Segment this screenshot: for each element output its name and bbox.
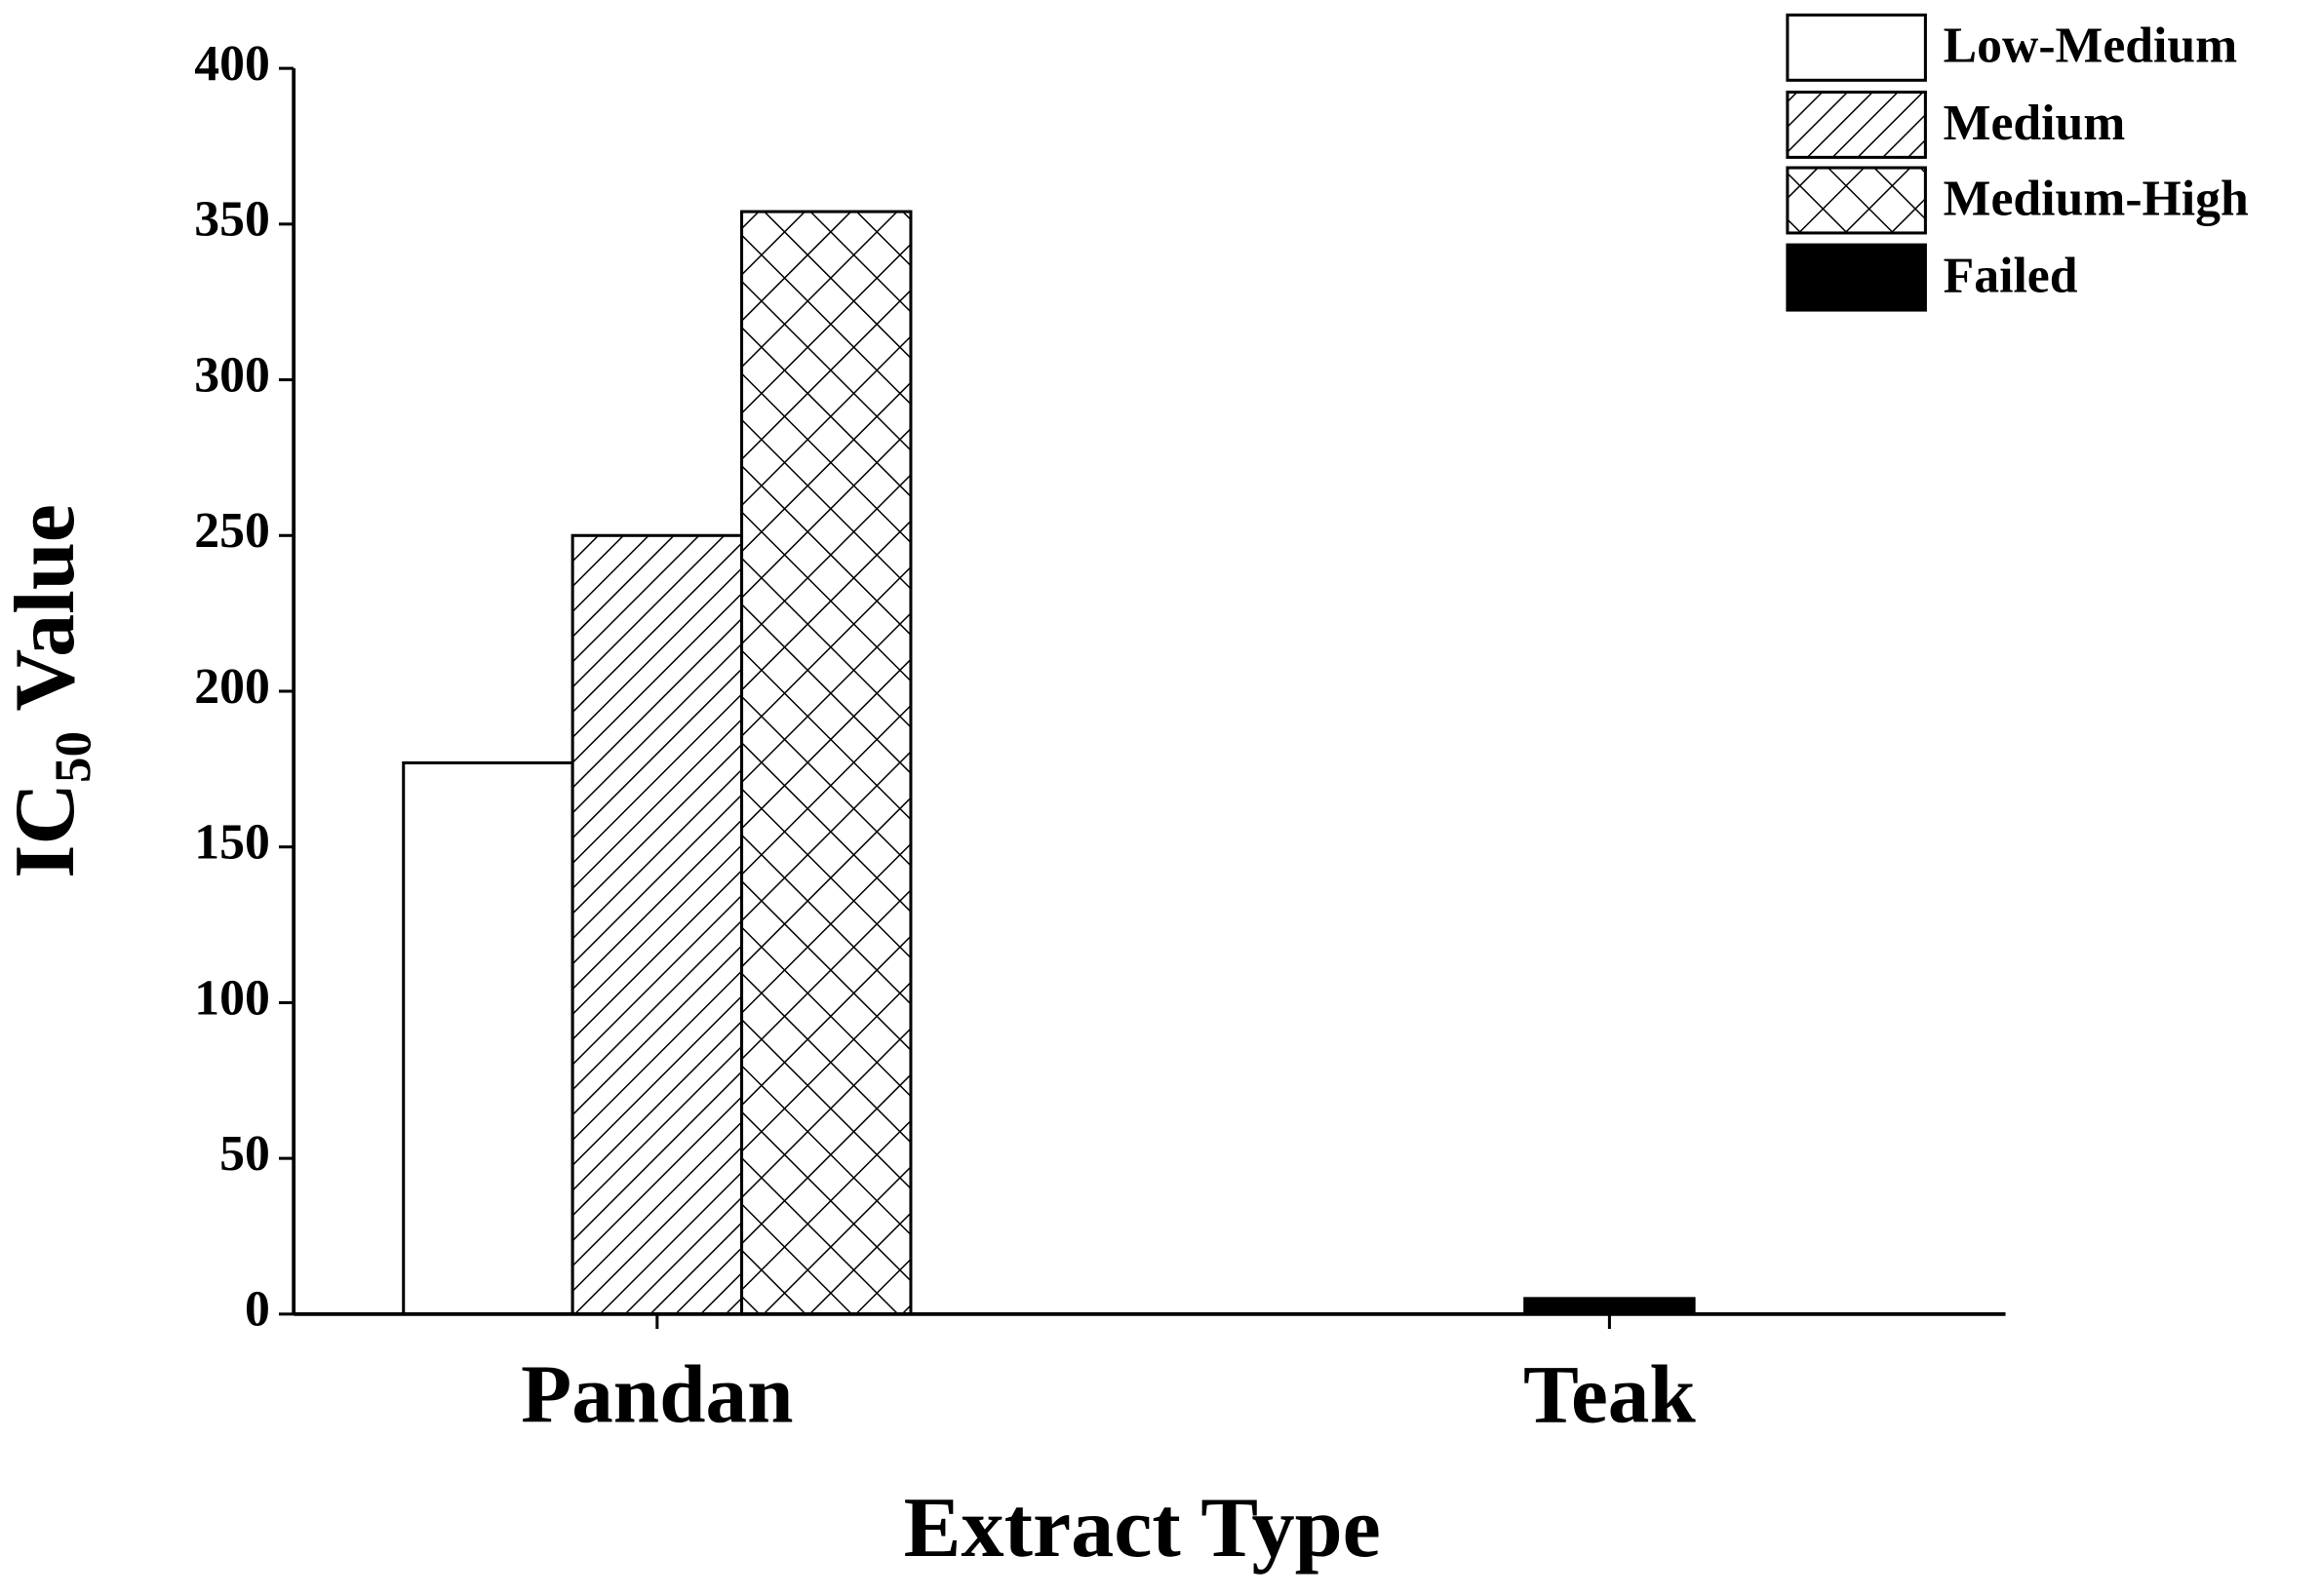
legend-swatch (1786, 166, 1927, 235)
legend-label: Medium-High (1944, 171, 2249, 226)
y-axis-title: IC₅₀ Value (0, 504, 93, 878)
y-tick-label: 50 (219, 1126, 270, 1182)
y-tick-label: 0 (245, 1282, 270, 1338)
y-tick-label: 200 (194, 659, 270, 715)
legend-label: Medium (1944, 96, 2126, 151)
y-tick-label: 250 (194, 503, 270, 559)
y-tick-label: 100 (194, 970, 270, 1026)
legend-swatch (1786, 13, 1927, 82)
legend-swatch (1786, 90, 1927, 159)
y-tick-label: 150 (194, 815, 270, 871)
legend-label: Low-Medium (1944, 19, 2238, 74)
legend-swatch (1786, 243, 1927, 312)
bar (740, 210, 913, 1316)
y-tick-label: 300 (194, 347, 270, 403)
x-tick-label: Pandan (521, 1349, 793, 1441)
x-tick-label: Teak (1523, 1349, 1696, 1441)
x-axis-title: Extract Type (904, 1480, 1381, 1576)
legend-label: Failed (1944, 248, 2078, 303)
bar (570, 533, 744, 1316)
bar (402, 760, 574, 1316)
bar (1523, 1297, 1696, 1316)
y-tick-label: 350 (194, 192, 270, 248)
y-tick-label: 400 (194, 36, 270, 92)
